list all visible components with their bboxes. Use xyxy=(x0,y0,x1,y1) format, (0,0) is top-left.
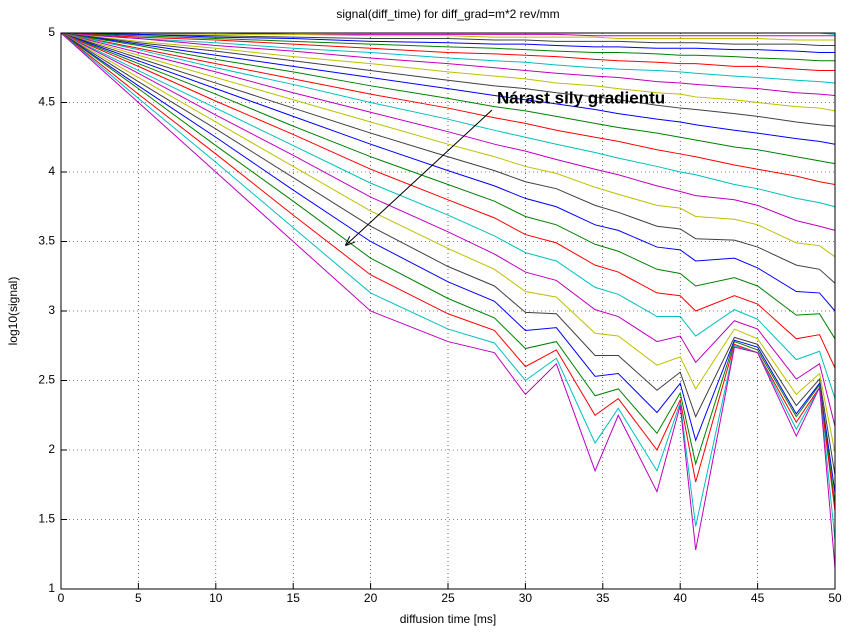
x-tick-label: 35 xyxy=(596,591,610,605)
series-line xyxy=(60,32,835,47)
x-tick-label: 5 xyxy=(135,591,142,605)
x-tick-label: 15 xyxy=(287,591,301,605)
series-line xyxy=(60,32,836,97)
y-tick-label: 2.5 xyxy=(38,373,55,387)
series-line xyxy=(60,32,836,165)
series-line xyxy=(60,32,836,112)
series-line xyxy=(60,32,836,84)
series-line xyxy=(60,32,836,569)
series-line xyxy=(60,32,835,53)
x-axis-label: diffusion time [ms] xyxy=(400,612,496,626)
series-line xyxy=(60,32,836,231)
series-line xyxy=(60,32,836,399)
y-tick-label: 5 xyxy=(48,25,55,39)
x-tick-label: 45 xyxy=(751,591,765,605)
x-tick-label: 20 xyxy=(364,591,378,605)
series-line xyxy=(60,32,836,369)
x-tick-label: 50 xyxy=(828,591,842,605)
series-line xyxy=(61,32,835,41)
y-tick-label: 1 xyxy=(48,581,55,595)
x-tick-label: 0 xyxy=(58,591,65,605)
annotation-arrow xyxy=(346,109,493,245)
series-line xyxy=(60,32,836,427)
series-line xyxy=(60,32,836,127)
series-line xyxy=(60,32,835,62)
series-line xyxy=(60,32,836,145)
series-line xyxy=(60,32,836,186)
annotation: Nárast sily gradientu xyxy=(497,88,665,107)
x-tick-label: 25 xyxy=(441,591,455,605)
y-tick-label: 4.5 xyxy=(38,95,55,109)
y-tick-label: 4 xyxy=(48,164,55,178)
y-tick-label: 3 xyxy=(48,303,55,317)
series-line xyxy=(60,32,836,505)
series-line xyxy=(60,32,836,284)
y-axis-label: log10(signal) xyxy=(6,277,20,346)
x-tick-label: 10 xyxy=(209,591,223,605)
series-line xyxy=(60,32,836,208)
series-line xyxy=(60,32,836,476)
y-tick-label: 1.5 xyxy=(38,512,55,526)
x-tick-label: 40 xyxy=(674,591,688,605)
y-tick-label: 2 xyxy=(48,442,55,456)
series-line xyxy=(60,32,836,340)
series-line xyxy=(60,32,835,72)
ticks: 0 5 10 15 20 25 30 35 40 45 50 1 1.5 2 2.5 3 3.5 4 4.5 5 xyxy=(38,25,842,605)
series-line xyxy=(60,32,836,312)
chart-title: signal(diff_time) for diff_grad=m*2 rev/… xyxy=(336,7,559,21)
series-line xyxy=(60,32,836,494)
series-line xyxy=(60,32,836,453)
y-tick-label: 3.5 xyxy=(38,234,55,248)
x-tick-label: 30 xyxy=(519,591,533,605)
series-line xyxy=(60,32,836,258)
